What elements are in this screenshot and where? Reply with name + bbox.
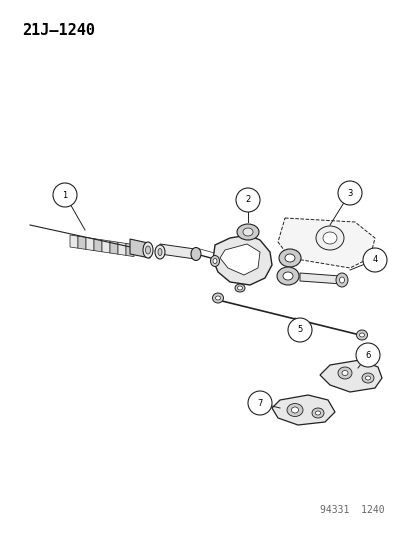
Ellipse shape: [212, 293, 223, 303]
Polygon shape: [86, 237, 94, 251]
Polygon shape: [78, 236, 86, 249]
Ellipse shape: [154, 245, 165, 259]
Ellipse shape: [286, 403, 302, 416]
Text: 21J–1240: 21J–1240: [22, 23, 95, 38]
Text: 6: 6: [364, 351, 370, 359]
Ellipse shape: [315, 226, 343, 250]
Ellipse shape: [339, 277, 344, 283]
Polygon shape: [102, 240, 110, 253]
Polygon shape: [212, 235, 271, 285]
Circle shape: [53, 183, 77, 207]
Polygon shape: [110, 241, 118, 254]
Ellipse shape: [291, 407, 298, 413]
Circle shape: [287, 318, 311, 342]
Circle shape: [362, 248, 386, 272]
Text: 2: 2: [245, 196, 250, 205]
Ellipse shape: [282, 272, 292, 280]
Polygon shape: [126, 244, 134, 256]
Ellipse shape: [145, 246, 150, 254]
Circle shape: [337, 181, 361, 205]
Ellipse shape: [311, 408, 323, 418]
Ellipse shape: [322, 232, 336, 244]
Text: 4: 4: [371, 255, 377, 264]
Polygon shape: [277, 218, 374, 268]
Ellipse shape: [276, 267, 298, 285]
Ellipse shape: [361, 373, 373, 383]
Ellipse shape: [210, 255, 219, 266]
Ellipse shape: [236, 224, 259, 240]
Ellipse shape: [358, 333, 363, 337]
Circle shape: [355, 343, 379, 367]
Ellipse shape: [212, 259, 216, 263]
Ellipse shape: [337, 367, 351, 379]
Ellipse shape: [356, 330, 367, 340]
Ellipse shape: [142, 242, 153, 258]
Ellipse shape: [235, 284, 244, 292]
Polygon shape: [118, 242, 126, 255]
Polygon shape: [70, 235, 78, 248]
Ellipse shape: [242, 228, 252, 236]
Text: 94331  1240: 94331 1240: [320, 505, 384, 515]
Text: 5: 5: [297, 326, 302, 335]
Ellipse shape: [315, 411, 320, 415]
Text: 7: 7: [257, 399, 262, 408]
Ellipse shape: [237, 286, 242, 290]
Polygon shape: [130, 239, 150, 258]
Polygon shape: [159, 244, 195, 259]
Ellipse shape: [335, 273, 347, 287]
Polygon shape: [299, 273, 341, 284]
Polygon shape: [271, 395, 334, 425]
Circle shape: [247, 391, 271, 415]
Polygon shape: [219, 244, 259, 275]
Text: 1: 1: [62, 190, 67, 199]
Ellipse shape: [278, 249, 300, 267]
Ellipse shape: [190, 247, 201, 261]
Ellipse shape: [341, 370, 347, 376]
Circle shape: [235, 188, 259, 212]
Ellipse shape: [215, 296, 220, 300]
Ellipse shape: [284, 254, 294, 262]
Polygon shape: [94, 239, 102, 252]
Ellipse shape: [158, 248, 161, 255]
Polygon shape: [319, 360, 381, 392]
Ellipse shape: [365, 376, 370, 380]
Text: 3: 3: [347, 189, 352, 198]
